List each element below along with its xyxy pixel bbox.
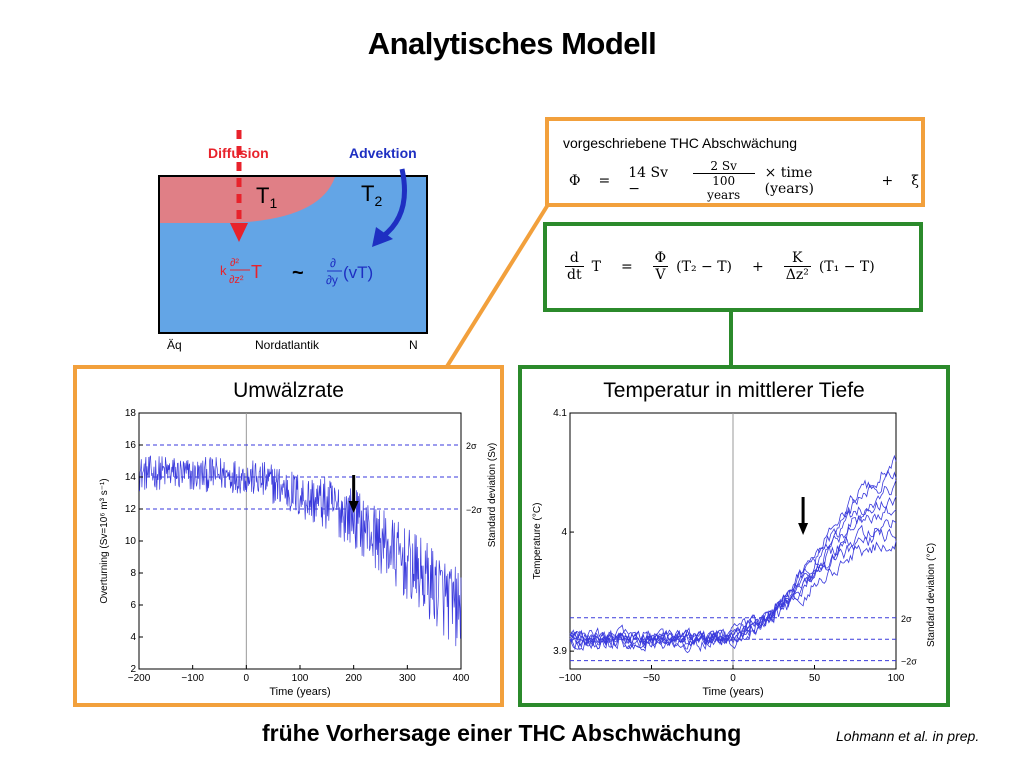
x-tick-label: 300 — [399, 673, 416, 684]
adv-op-num: ∂ — [330, 256, 336, 270]
thc-equation-box: vorgeschriebene THC Abschwächung Φ = 14 … — [545, 117, 925, 207]
advection-arrowhead — [372, 227, 393, 247]
x-tick-label: −100 — [181, 673, 204, 684]
citation: Lohmann et al. in prep. — [836, 728, 980, 744]
x-tick-label: 400 — [453, 673, 470, 684]
y-tick-label: 4 — [561, 527, 567, 538]
ocean-diagram: Diffusion Advektion T1 T2 k ∂² ∂z² T ~ ∂… — [158, 130, 428, 352]
y-tick-label: 16 — [125, 440, 137, 451]
sigma-label-upper: 2σ — [901, 614, 912, 624]
y-tick-label: 10 — [125, 536, 137, 547]
y-tick-label: 4 — [130, 632, 136, 643]
x-tick-label: 200 — [345, 673, 362, 684]
y-axis-label: Temperature (°C) — [532, 503, 543, 580]
plot-frame — [138, 412, 462, 670]
t2-label: T2 — [361, 181, 382, 209]
temperature-chart: 2σ −2σ −100 −50 0 50 100 3.9 4 4.1 Time (years) Tem… — [532, 408, 937, 698]
ddt-term1: (T₂ − T) — [676, 258, 732, 275]
x-axis-label: Time (years) — [702, 686, 763, 698]
x-tick-label: 50 — [809, 673, 821, 684]
x-tick-label: −100 — [559, 673, 582, 684]
sigma-label-lower: −2σ — [466, 505, 482, 515]
thc-term2: × time (years) — [764, 164, 814, 197]
y-tick-label: 2 — [130, 664, 136, 675]
diff-T: T — [251, 262, 262, 282]
axis-label-n: N — [409, 338, 418, 352]
diff-op-num: ∂² — [230, 257, 239, 269]
tilde: ~ — [292, 262, 304, 284]
orange-connector — [444, 201, 551, 370]
x-tick-label: 100 — [888, 673, 905, 684]
sigma-label-lower: −2σ — [901, 657, 917, 667]
overturning-panel: Umwälzrate 2σ −2σ −200 −100 0 100 200 300 400 2 4 6… — [73, 365, 504, 707]
overturning-chart: 2σ −2σ −200 −100 0 100 200 300 400 2 4 6 8 10 12 14 16 18… — [99, 408, 498, 698]
arrow-head — [798, 523, 809, 535]
sigma-label-upper: 2σ — [466, 441, 477, 451]
y-tick-label: 18 — [125, 408, 137, 419]
ddt-term2: (T₁ − T) — [818, 258, 875, 275]
series-line — [138, 455, 462, 647]
warm-surface-layer — [160, 177, 335, 223]
y-tick-label: 12 — [125, 504, 137, 515]
thc-equation: Φ = 14 Sv − 2 Sv 100 years × time (years… — [569, 159, 919, 202]
x-tick-label: 0 — [244, 673, 250, 684]
x-tick-label: 100 — [292, 673, 309, 684]
axis-label-aeq: Äq — [167, 338, 182, 352]
thc-term1: 14 Sv − — [628, 164, 668, 197]
x-tick-label: 0 — [730, 673, 736, 684]
advection-arrow — [380, 168, 407, 240]
right-axis-label: Standard deviation (°C) — [926, 543, 937, 647]
arrow-head — [348, 501, 359, 513]
thc-heading: vorgeschriebene THC Abschwächung — [563, 135, 797, 151]
x-tick-label: −200 — [128, 673, 151, 684]
ddt-plus: + — [752, 258, 764, 275]
ddt-fraction: d dt — [565, 250, 584, 283]
footer-title: frühe Vorhersage einer THC Abschwächung — [262, 720, 742, 746]
y-tick-label: 4.1 — [553, 408, 567, 419]
t1-label: T1 — [256, 183, 277, 211]
adv-op-den: ∂y — [326, 273, 338, 287]
k-dz-fraction: K Δz² — [783, 250, 811, 283]
series-line — [569, 528, 897, 651]
page-title: Analytisches Modell — [367, 26, 657, 61]
diffusion-arrowhead — [230, 223, 248, 242]
y-tick-label: 8 — [130, 568, 136, 579]
overturning-title: Umwälzrate — [233, 379, 344, 402]
series-line — [569, 540, 897, 654]
temperature-title: Temperatur in mittlerer Tiefe — [603, 379, 865, 402]
y-tick-label: 6 — [130, 600, 136, 611]
right-axis-label: Standard deviation (Sv) — [487, 443, 498, 548]
advection-label: Advektion — [349, 145, 417, 161]
series-line — [569, 496, 897, 650]
thc-phi: Φ — [569, 172, 581, 189]
thc-fraction: 2 Sv 100 years — [692, 159, 755, 202]
y-tick-label: 14 — [125, 472, 137, 483]
y-tick-label: 3.9 — [553, 646, 567, 657]
diff-k: k — [220, 263, 227, 278]
diff-op-den: ∂z² — [229, 274, 244, 286]
ddt-eq: = — [620, 258, 633, 275]
series-line — [569, 454, 897, 647]
diffusion-label: Diffusion — [208, 145, 269, 161]
x-axis-label: Time (years) — [269, 686, 330, 698]
series-line — [569, 469, 897, 650]
axis-label-nordatlantik: Nordatlantik — [255, 338, 320, 352]
ddt-T: T — [591, 258, 601, 275]
temperature-panel: Temperatur in mittlerer Tiefe 2σ −2σ −100 −… — [518, 365, 950, 707]
thc-plus: + — [881, 172, 894, 189]
thc-eq: = — [598, 172, 611, 189]
x-tick-label: −50 — [643, 673, 660, 684]
adv-term: (vT) — [343, 263, 373, 282]
thc-xi: ξ — [911, 172, 919, 189]
y-axis-label: Overturning (Sv=10⁶ m³ s⁻¹) — [99, 478, 110, 603]
